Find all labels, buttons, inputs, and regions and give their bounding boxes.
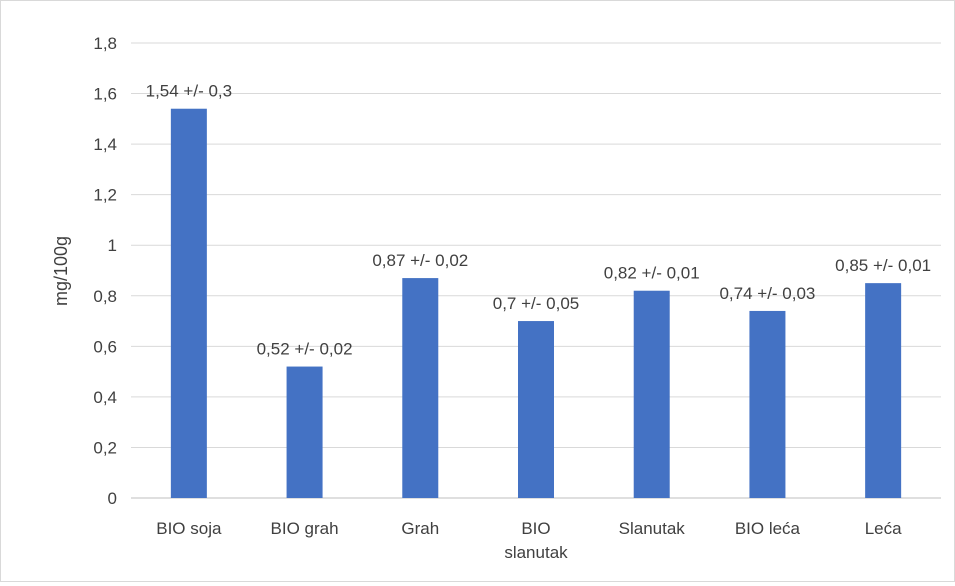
data-label: 0,87 +/- 0,02 (372, 251, 468, 270)
y-axis-title: mg/100g (51, 236, 71, 306)
gridlines (131, 42, 941, 499)
y-tick-label: 0,2 (93, 438, 117, 457)
y-tick-label: 1,4 (93, 135, 117, 154)
y-tick-label: 0 (108, 489, 117, 508)
category-label: BIO slanutak (504, 519, 568, 562)
category-label: BIO soja (156, 519, 222, 538)
y-tick-label: 0,4 (93, 388, 117, 407)
data-labels: 1,54 +/- 0,3 0,52 +/- 0,02 0,87 +/- 0,02 0,… (146, 82, 931, 359)
data-label: 0,82 +/- 0,01 (604, 264, 700, 283)
category-label: BIO leća (735, 519, 801, 538)
x-axis-categories: BIO soja BIO grah Grah BIO slanutak Slanutak B… (156, 519, 902, 562)
data-label: 0,52 +/- 0,02 (257, 340, 353, 359)
y-tick-label: 1 (108, 236, 117, 255)
bar (749, 310, 786, 498)
category-label: BIO grah (271, 519, 339, 538)
bars (170, 108, 902, 498)
category-label: Slanutak (619, 519, 686, 538)
y-tick-label: 0,6 (93, 337, 117, 356)
bar (170, 108, 207, 498)
data-label: 0,74 +/- 0,03 (719, 284, 815, 303)
data-label: 0,85 +/- 0,01 (835, 256, 931, 275)
y-tick-label: 1,2 (93, 186, 117, 205)
y-axis-ticks: 0 0,2 0,4 0,6 0,8 1 1,2 1,4 1,6 1,8 (93, 34, 117, 508)
data-label: 1,54 +/- 0,3 (146, 82, 232, 101)
data-label: 0,7 +/- 0,05 (493, 294, 579, 313)
category-label: Grah (401, 519, 439, 538)
category-label: Leća (865, 519, 902, 538)
y-tick-label: 0,8 (93, 287, 117, 306)
bar (286, 366, 323, 498)
bar (865, 283, 902, 498)
y-tick-label: 1,8 (93, 34, 117, 53)
bar (402, 278, 439, 498)
y-tick-label: 1,6 (93, 85, 117, 104)
bar (633, 290, 670, 498)
bar (518, 321, 554, 498)
